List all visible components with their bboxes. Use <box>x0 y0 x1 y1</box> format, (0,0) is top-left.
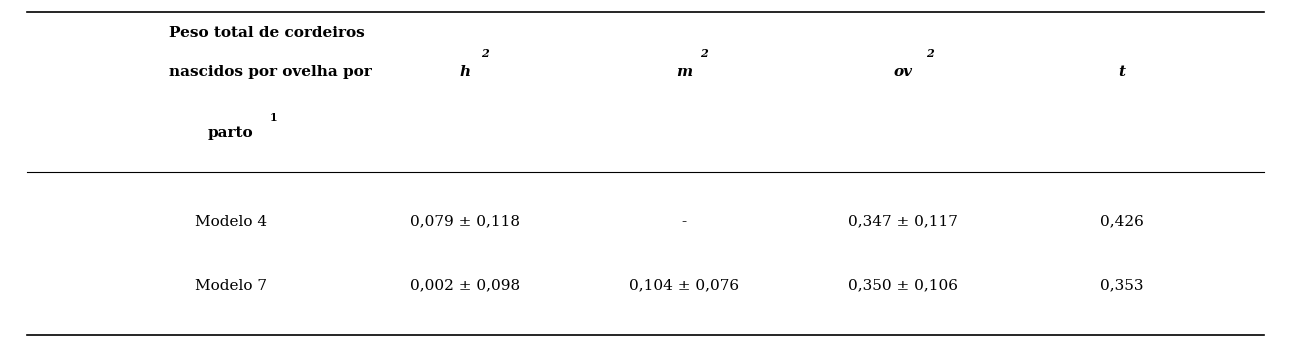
Text: parto: parto <box>208 126 253 140</box>
Text: 0,079 ± 0,118: 0,079 ± 0,118 <box>411 215 520 229</box>
Text: Modelo 4: Modelo 4 <box>195 215 267 229</box>
Text: 0,347 ± 0,117: 0,347 ± 0,117 <box>848 215 958 229</box>
Text: 2: 2 <box>700 48 707 59</box>
Text: 2: 2 <box>480 48 488 59</box>
Text: m: m <box>676 65 692 79</box>
Text: 0,353: 0,353 <box>1100 279 1144 292</box>
Text: 0,350 ± 0,106: 0,350 ± 0,106 <box>848 279 958 292</box>
Text: 2: 2 <box>927 48 935 59</box>
Text: 1: 1 <box>270 111 278 122</box>
Text: 0,002 ± 0,098: 0,002 ± 0,098 <box>411 279 520 292</box>
Text: h: h <box>460 65 471 79</box>
Text: ov: ov <box>893 65 913 79</box>
Text: t: t <box>1118 65 1126 79</box>
Text: Modelo 7: Modelo 7 <box>195 279 267 292</box>
Text: -: - <box>682 215 687 229</box>
Text: Peso total de cordeiros: Peso total de cordeiros <box>169 26 364 40</box>
Text: 0,426: 0,426 <box>1100 215 1144 229</box>
Text: nascidos por ovelha por: nascidos por ovelha por <box>169 65 372 79</box>
Text: 0,104 ± 0,076: 0,104 ± 0,076 <box>629 279 740 292</box>
